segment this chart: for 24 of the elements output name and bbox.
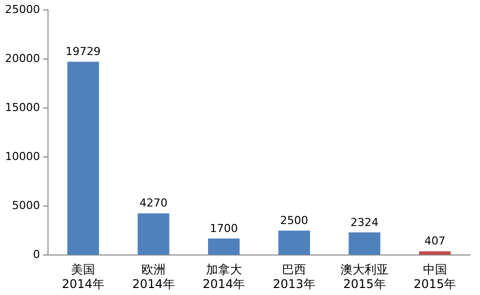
- bar: [138, 213, 170, 255]
- x-tick-label: 美国 2014年: [62, 262, 104, 291]
- data-label: 407: [424, 234, 446, 248]
- data-label: 4270: [139, 196, 168, 210]
- bar: [419, 251, 451, 255]
- bar: [278, 230, 310, 255]
- bar: [208, 238, 240, 255]
- x-tick-label: 加拿大 2014年: [202, 262, 246, 291]
- y-tick-label: 5000: [12, 199, 40, 212]
- y-tick-label: 20000: [4, 52, 40, 65]
- bar: [67, 62, 99, 255]
- data-label: 1700: [210, 222, 238, 235]
- y-tick-label: 25000: [4, 2, 40, 16]
- data-label: 2500: [280, 214, 308, 228]
- x-tick-label: 巴西 2013年: [272, 262, 316, 291]
- y-tick-label: 10000: [4, 150, 40, 163]
- x-tick-label: 澳大利亚 2015年: [340, 262, 388, 291]
- data-label: 2324: [350, 216, 378, 229]
- x-tick-label: 欧洲 2014年: [132, 262, 175, 291]
- y-tick-label: 0: [32, 248, 40, 262]
- x-tick-label: 中国 2015年: [414, 262, 456, 291]
- bar: [348, 232, 380, 255]
- data-label: 19729: [66, 45, 101, 58]
- y-tick-label: 15000: [4, 100, 40, 114]
